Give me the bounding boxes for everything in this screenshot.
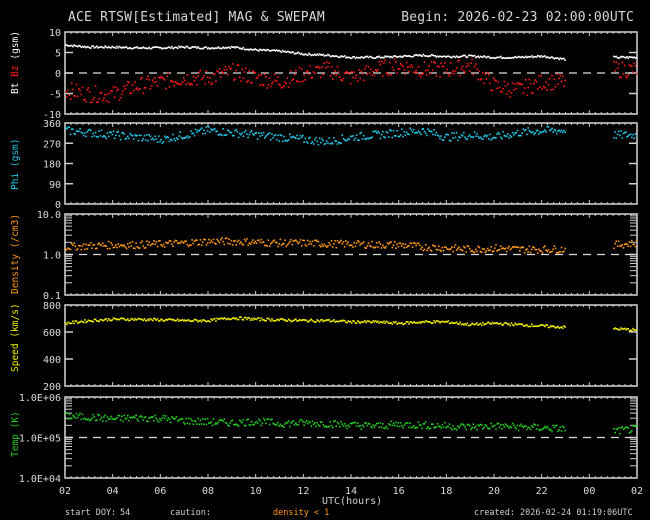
ytick-density: 10.0 bbox=[37, 210, 61, 221]
start-doy-label: start DOY: bbox=[65, 508, 117, 518]
panel-frame-speed bbox=[64, 304, 638, 387]
begin-timestamp: Begin: 2026-02-23 02:00:00UTC bbox=[401, 10, 634, 25]
panel-frame-phi bbox=[64, 122, 638, 205]
xtick-label: 16 bbox=[393, 486, 405, 497]
ylabel-gsm: (gsm) bbox=[10, 31, 21, 60]
ytick-phi: 270 bbox=[43, 139, 61, 150]
ytick-density: 0.1 bbox=[43, 291, 61, 302]
ytick-mag: -5 bbox=[49, 90, 61, 101]
caution-value: density < 1 bbox=[273, 508, 330, 518]
ylabel-speed: Speed (km/s) bbox=[10, 303, 21, 372]
ytick-phi: 360 bbox=[43, 119, 61, 130]
chart-title: ACE RTSW[Estimated] MAG & SWEPAM bbox=[68, 10, 325, 25]
ytick-speed: 200 bbox=[43, 382, 61, 393]
xtick-label: 20 bbox=[488, 486, 500, 497]
xaxis-label: UTC(hours) bbox=[322, 496, 383, 507]
ytick-phi: 0 bbox=[55, 200, 61, 211]
created-timestamp: created: 2026-02-24 01:19:06UTC bbox=[474, 508, 633, 518]
xtick-label: 02 bbox=[59, 486, 71, 497]
ytick-temp: 1.0E+06 bbox=[19, 393, 61, 404]
ytick-temp: 1.0E+04 bbox=[19, 474, 61, 485]
ytick-mag: -10 bbox=[43, 110, 61, 121]
ytick-speed: 400 bbox=[43, 355, 61, 366]
xtick-label: 06 bbox=[154, 486, 166, 497]
ytick-phi: 180 bbox=[43, 160, 61, 171]
ylabel-bt: Bt bbox=[10, 82, 21, 94]
ytick-phi: 90 bbox=[49, 180, 61, 191]
xtick-label: 04 bbox=[107, 486, 119, 497]
start-doy-value: 54 bbox=[120, 508, 131, 518]
ytick-speed: 800 bbox=[43, 301, 61, 312]
ytick-density: 1.0 bbox=[43, 251, 61, 262]
xtick-label: 10 bbox=[250, 486, 262, 497]
xtick-label: 22 bbox=[536, 486, 548, 497]
ylabel-mag: Bt Bz (gsm) bbox=[10, 31, 21, 94]
xtick-label: 08 bbox=[202, 486, 214, 497]
ylabel-temp: Temp (K) bbox=[10, 411, 21, 457]
xtick-label: 00 bbox=[583, 486, 595, 497]
ytick-mag: 10 bbox=[49, 28, 61, 39]
ytick-mag: 0 bbox=[55, 69, 61, 80]
ylabel-bz: Bz bbox=[10, 65, 21, 77]
ytick-temp: 1.0E+05 bbox=[19, 434, 61, 445]
ylabel-density: Density (/cm3) bbox=[10, 213, 21, 294]
xtick-label: 18 bbox=[440, 486, 452, 497]
xtick-label: 02 bbox=[631, 486, 643, 497]
xtick-label: 12 bbox=[297, 486, 309, 497]
xtick-label: 14 bbox=[345, 486, 357, 497]
ytick-mag: 5 bbox=[55, 49, 61, 60]
ytick-speed: 600 bbox=[43, 328, 61, 339]
caution-label: caution: bbox=[170, 508, 211, 518]
ylabel-phi: Phi (gsm) bbox=[10, 138, 21, 190]
